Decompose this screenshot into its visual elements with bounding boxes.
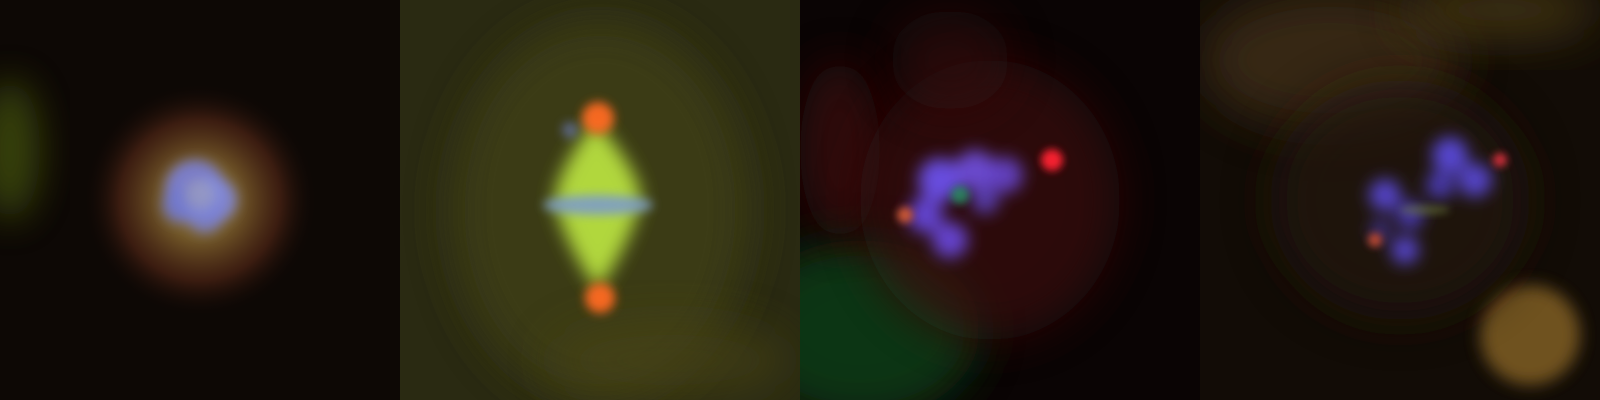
spindle-pole-bottom: [585, 283, 615, 313]
red-focus: [1041, 149, 1063, 171]
chromosome-clusters: [1369, 137, 1492, 264]
micrograph-2-image: [400, 0, 800, 400]
micrograph-3-image: [800, 0, 1200, 400]
micrograph-panel-4: [1200, 0, 1600, 400]
micrograph-panel-1: [0, 0, 400, 400]
chromatin-cluster: [907, 150, 1023, 258]
micrograph-panel-2: [400, 0, 800, 400]
micrograph-panel-3: [800, 0, 1200, 400]
metaphase-plate: [543, 195, 653, 215]
spindle-pole-top: [582, 102, 614, 134]
micrograph-1-image: [0, 0, 400, 400]
yellow-blob: [1480, 285, 1580, 385]
micrograph-4-image: [1200, 0, 1600, 400]
